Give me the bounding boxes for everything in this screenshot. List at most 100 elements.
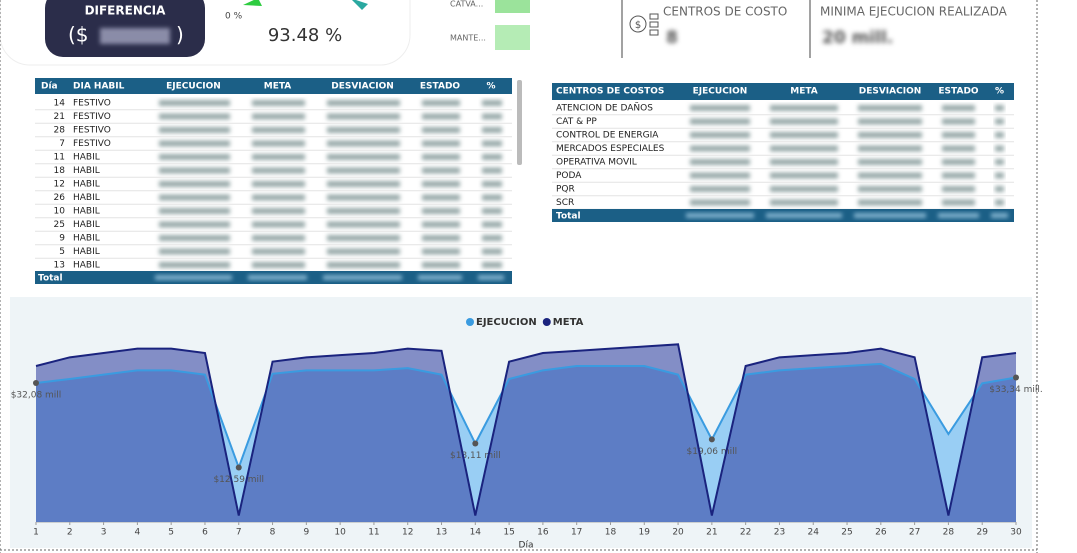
legend-swatch xyxy=(466,318,474,326)
blurred-cell xyxy=(858,132,922,138)
blurred-cell xyxy=(995,172,1004,179)
blurred-cell xyxy=(858,199,922,206)
blurred-cell xyxy=(252,140,305,147)
blurred-cell xyxy=(252,100,305,106)
blurred-cell xyxy=(422,248,460,255)
column-header: EJECUCION xyxy=(166,82,221,92)
column-header: Día xyxy=(41,82,58,92)
card-value: 20 mill. xyxy=(822,28,893,48)
column-header: DESVIACION xyxy=(331,82,394,92)
total-label: Total xyxy=(38,274,63,284)
legend-label: META xyxy=(553,317,584,328)
blurred-cell xyxy=(327,154,400,160)
blurred-cell xyxy=(252,221,305,228)
day-cell: 25 xyxy=(54,220,65,230)
blurred-cell xyxy=(770,199,838,206)
blurred-cell xyxy=(995,159,1004,165)
type-cell: HABIL xyxy=(73,193,100,203)
column-header: DESVIACION xyxy=(859,87,922,97)
blurred-cell xyxy=(155,275,232,280)
day-cell: 12 xyxy=(54,180,65,190)
blurred-cell xyxy=(690,145,750,152)
type-cell: HABIL xyxy=(73,247,100,257)
blurred-cell xyxy=(327,208,400,214)
type-cell: FESTIVO xyxy=(73,99,111,109)
blurred-cell xyxy=(252,235,305,241)
blurred-cell xyxy=(327,235,400,241)
blurred-cell xyxy=(327,100,400,106)
blurred-cell xyxy=(252,208,305,214)
blurred-cell xyxy=(323,275,402,280)
blurred-cell xyxy=(159,248,230,255)
blurred-cell xyxy=(422,235,460,241)
blurred-cell xyxy=(422,262,460,268)
column-header: ESTADO xyxy=(938,87,979,97)
x-tick-label: 18 xyxy=(605,528,617,538)
svg-text:$: $ xyxy=(635,20,641,31)
blurred-cell xyxy=(327,221,400,228)
x-axis-label: Día xyxy=(519,541,534,551)
point xyxy=(1013,374,1019,381)
blurred-cell xyxy=(942,172,975,179)
blurred-cell xyxy=(690,172,750,179)
x-tick-label: 1 xyxy=(33,528,39,538)
x-tick-label: 27 xyxy=(909,528,920,538)
blurred-cell xyxy=(482,154,502,160)
card-title: CENTROS DE COSTO xyxy=(663,5,787,19)
day-cell: 7 xyxy=(59,139,65,149)
area xyxy=(36,344,1016,522)
x-tick-label: 23 xyxy=(774,528,785,538)
blurred-cell xyxy=(159,194,230,201)
day-cell: 14 xyxy=(54,99,66,109)
x-tick-label: 17 xyxy=(571,528,582,538)
data-label: $32,08 mill xyxy=(11,390,62,400)
blurred-cell xyxy=(422,127,460,133)
blurred-cell xyxy=(159,181,230,187)
blurred-cell xyxy=(482,100,502,106)
bar-label: CATVA... xyxy=(450,0,483,9)
x-tick-label: 21 xyxy=(706,528,717,538)
day-cell: 10 xyxy=(54,207,66,217)
blurred-cell xyxy=(252,113,305,120)
blurred-cell xyxy=(252,154,305,160)
blurred-cell xyxy=(159,113,230,120)
column-header: % xyxy=(486,82,495,92)
blurred-cell xyxy=(327,194,400,201)
scrollbar xyxy=(517,80,522,165)
x-tick-label: 22 xyxy=(740,528,751,538)
blurred-cell xyxy=(858,159,922,165)
difference-suffix: ) xyxy=(176,23,184,47)
blurred-cell xyxy=(690,199,750,206)
blurred-cell xyxy=(159,127,230,133)
x-tick-label: 3 xyxy=(101,528,107,538)
blurred-cell xyxy=(690,132,750,138)
blurred-cell xyxy=(690,159,750,165)
blurred-cell xyxy=(770,159,838,165)
blurred-cell xyxy=(942,159,975,165)
blurred-cell xyxy=(159,154,230,160)
blurred-cell xyxy=(858,172,922,179)
column-header: CENTROS DE COSTOS xyxy=(556,87,664,97)
type-cell: HABIL xyxy=(73,153,100,163)
blurred-cell xyxy=(422,100,460,106)
type-cell: HABIL xyxy=(73,207,100,217)
blurred-cell xyxy=(482,221,502,228)
blurred-cell xyxy=(482,181,502,187)
blurred-cell xyxy=(327,140,400,147)
column-header: DIA HABIL xyxy=(73,82,125,92)
blurred-cell xyxy=(159,208,230,214)
x-tick-label: 9 xyxy=(303,528,309,538)
day-cell: 13 xyxy=(54,261,65,271)
x-tick-label: 28 xyxy=(943,528,955,538)
card-title: MINIMA EJECUCION REALIZADA xyxy=(820,5,1008,19)
cost-center: ATENCION DE DAÑOS xyxy=(556,103,653,114)
blurred-cell xyxy=(995,105,1004,111)
blurred-cell xyxy=(991,213,1008,218)
x-tick-label: 16 xyxy=(537,528,549,538)
cost-center: MERCADOS ESPECIALES xyxy=(556,144,665,154)
column-header: EJECUCION xyxy=(693,87,748,97)
type-cell: HABIL xyxy=(73,220,100,230)
x-tick-label: 7 xyxy=(236,528,242,538)
blurred-cell xyxy=(858,118,922,125)
